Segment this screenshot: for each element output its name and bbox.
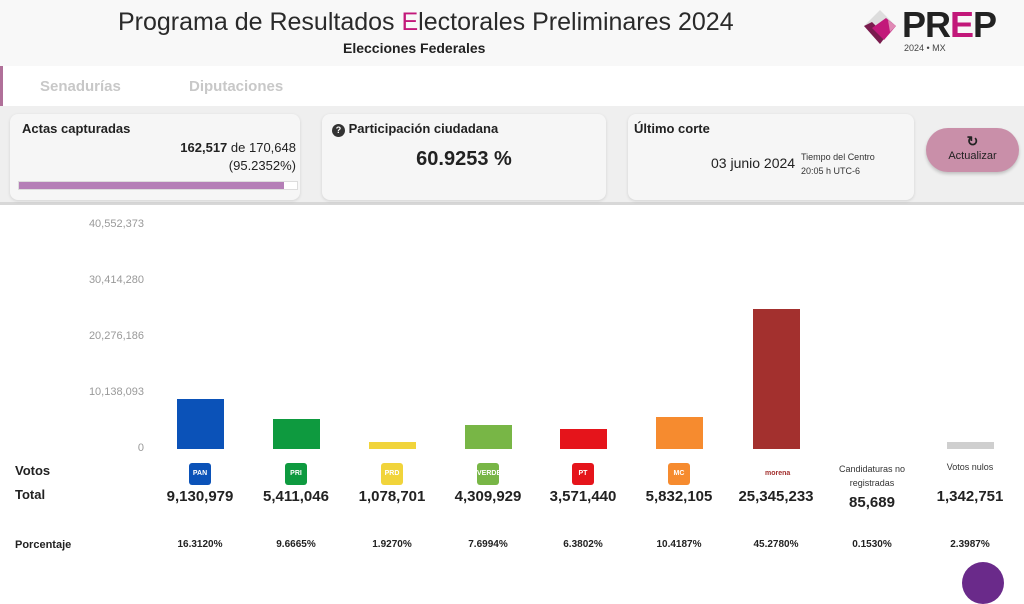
vote-percentage: 2.3987% xyxy=(950,539,990,550)
bar-pt[interactable] xyxy=(560,429,607,449)
page-title: Programa de Resultados Electorales Preli… xyxy=(118,8,734,36)
vote-total: 1,078,701 xyxy=(358,488,426,505)
vote-total: 9,130,979 xyxy=(166,488,234,505)
vote-total: 5,832,105 xyxy=(645,488,713,505)
summary-panel: Actas capturadas 162,517 de 170,648 (95.… xyxy=(0,106,1024,205)
pt-logo-icon: PT xyxy=(572,463,594,485)
vote-percentage: 45.2780% xyxy=(753,539,799,550)
prep-logo: PREP 2024 • MX xyxy=(860,4,1010,56)
party-logo-morena: morena xyxy=(728,462,824,485)
vote-percentage: 0.1530% xyxy=(852,539,892,550)
actas-label: Actas capturadas xyxy=(22,121,131,136)
bar-pri[interactable] xyxy=(273,419,320,449)
refresh-button[interactable]: ↻ Actualizar xyxy=(926,128,1019,172)
participacion-card: ? Participación ciudadana 60.9253 % xyxy=(322,114,606,200)
actas-percent: (95.2352%) xyxy=(228,158,296,173)
bar-pan[interactable] xyxy=(177,398,224,449)
participacion-label: ? Participación ciudadana xyxy=(332,121,498,137)
vote-total: 5,411,046 xyxy=(263,488,329,505)
actas-count: 162,517 de 170,648 xyxy=(180,140,296,155)
party-logo-pri: PRI xyxy=(248,462,344,485)
porcentaje-label: Porcentaje xyxy=(15,539,72,551)
corte-card: Último corte 03 junio 2024 Tiempo del Ce… xyxy=(628,114,914,200)
total-label: Total xyxy=(15,487,46,502)
corte-label: Último corte xyxy=(634,121,710,136)
y-tick-label: 20,276,186 xyxy=(88,330,144,342)
party-logo-prd: PRD xyxy=(344,462,440,485)
bar-morena[interactable] xyxy=(753,309,800,449)
help-fab-button[interactable] xyxy=(962,562,1004,604)
refresh-label: Actualizar xyxy=(948,150,997,162)
corte-date: 03 junio 2024 xyxy=(711,155,796,171)
actas-progress-bar xyxy=(18,181,298,190)
category-label: Votos nulos xyxy=(946,462,994,472)
vote-percentage: 7.6994% xyxy=(468,539,508,550)
y-tick-label: 10,138,093 xyxy=(88,386,144,398)
vote-percentage: 1.9270% xyxy=(372,539,412,550)
y-tick-label: 40,552,373 xyxy=(88,218,144,230)
party-logo-mc: MC xyxy=(631,462,727,485)
bar-verde[interactable] xyxy=(465,425,512,449)
verde-logo-icon: VERDE xyxy=(477,463,501,485)
party-logo-verde: VERDE xyxy=(440,462,536,485)
tab-diputaciones[interactable]: Diputaciones xyxy=(189,78,284,95)
y-tick-label: 30,414,280 xyxy=(88,274,144,286)
help-icon[interactable]: ? xyxy=(332,124,345,137)
bar-prd[interactable] xyxy=(369,442,416,449)
vote-total: 1,342,751 xyxy=(936,488,1004,505)
bar-votos-nulos[interactable] xyxy=(947,441,994,449)
page-subtitle: Elecciones Federales xyxy=(343,40,486,56)
vote-percentage: 10.4187% xyxy=(656,539,702,550)
tab-senadurias[interactable]: Senadurías xyxy=(40,78,121,95)
header: Programa de Resultados Electorales Preli… xyxy=(0,0,1024,66)
morena-logo-icon: morena xyxy=(765,470,791,477)
votes-bar-chart: 40,552,373 30,414,280 20,276,186 10,138,093… xyxy=(0,205,1024,579)
prd-logo-icon: PRD xyxy=(381,463,403,485)
corte-time: 20:05 h UTC-6 xyxy=(801,166,861,176)
vote-percentage: 16.3120% xyxy=(177,539,223,550)
vote-percentage: 6.3802% xyxy=(563,539,603,550)
party-logo-pan: PAN xyxy=(152,462,248,485)
votos-label: Votos xyxy=(15,463,51,478)
mc-logo-icon: MC xyxy=(668,463,690,485)
actas-card: Actas capturadas 162,517 de 170,648 (95.… xyxy=(10,114,300,200)
corte-timezone: Tiempo del Centro xyxy=(801,152,875,162)
vote-total: 3,571,440 xyxy=(549,488,617,505)
pri-logo-icon: PRI xyxy=(285,463,307,485)
vote-total: 25,345,233 xyxy=(738,488,814,505)
refresh-icon: ↻ xyxy=(966,133,979,149)
category-label: Candidaturas no registradas xyxy=(838,464,906,488)
bar-mc[interactable] xyxy=(656,416,703,449)
vote-total: 4,309,929 xyxy=(454,488,522,505)
vote-total: 85,689 xyxy=(849,494,895,511)
logo-diamond-icon xyxy=(864,10,896,44)
party-logo-pt: PT xyxy=(535,462,631,485)
participacion-value: 60.9253 % xyxy=(416,148,512,170)
election-tabs: Senadurías Diputaciones xyxy=(0,66,1024,106)
y-tick-label: 0 xyxy=(137,442,144,454)
vote-percentage: 9.6665% xyxy=(276,539,316,550)
pan-logo-icon: PAN xyxy=(189,463,211,485)
